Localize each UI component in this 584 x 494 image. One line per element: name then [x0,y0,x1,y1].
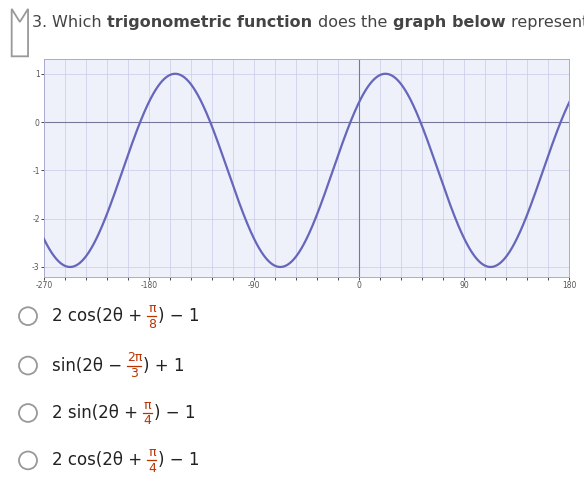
Text: ) − 1: ) − 1 [154,404,196,422]
Text: 3.: 3. [32,15,53,30]
Text: 4: 4 [144,414,152,427]
Text: 4: 4 [148,462,156,475]
Text: ) − 1: ) − 1 [158,307,200,325]
Text: 2 sin(2θ +: 2 sin(2θ + [52,404,143,422]
Text: sin(2θ −: sin(2θ − [52,357,127,374]
Text: π: π [144,399,151,412]
Text: ) − 1: ) − 1 [158,452,200,469]
Text: trigonometric: trigonometric [107,15,237,30]
Text: represent?: represent? [511,15,584,30]
Text: function: function [237,15,318,30]
Text: 3: 3 [130,367,138,380]
Text: 2 cos(2θ +: 2 cos(2θ + [52,307,147,325]
Text: π: π [148,446,155,459]
Text: π: π [148,302,155,315]
Text: 2π: 2π [127,351,142,364]
Text: 8: 8 [148,318,156,330]
Text: Which: Which [53,15,107,30]
Text: graph: graph [393,15,451,30]
Text: below: below [451,15,511,30]
Text: 2 cos(2θ +: 2 cos(2θ + [52,452,147,469]
Text: the: the [361,15,393,30]
Text: does: does [318,15,361,30]
Text: ) + 1: ) + 1 [144,357,185,374]
